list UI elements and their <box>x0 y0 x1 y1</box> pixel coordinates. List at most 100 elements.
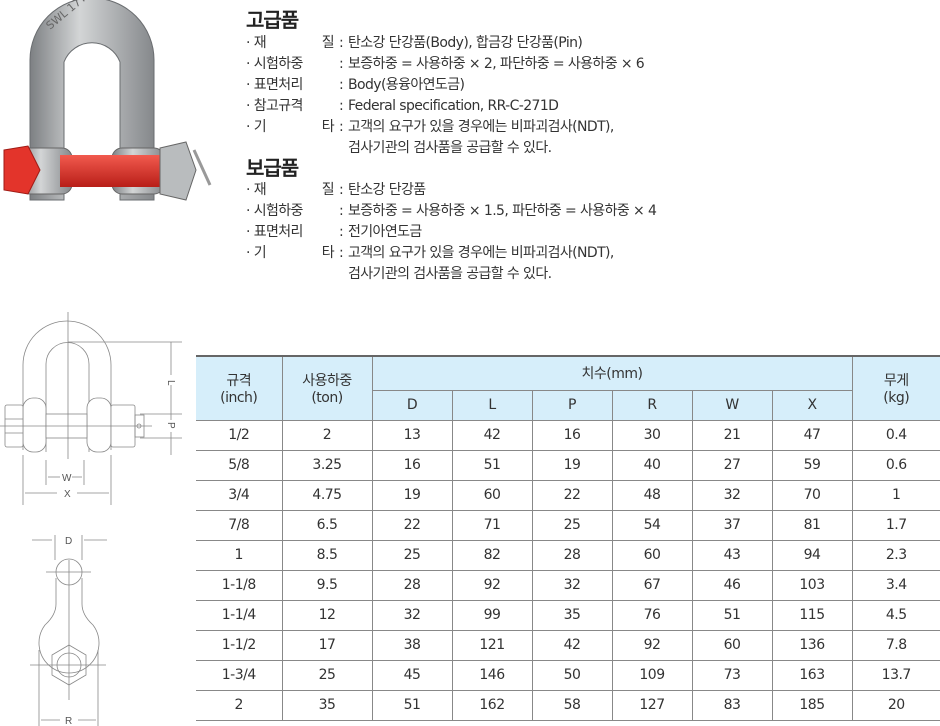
table-cell: 82 <box>451 539 533 571</box>
spec-label: 재 질· 재질 <box>246 35 335 51</box>
table-cell: 13.7 <box>851 659 940 691</box>
table-row: 1-1/8 9.5 28 92 32 67 46 103 3.4 <box>196 569 940 601</box>
table-cell: 0.4 <box>851 419 940 451</box>
table-cell: 51 <box>451 449 533 481</box>
table-cell: 94 <box>771 539 853 571</box>
header-dimensions: 치수(mm) <box>371 355 853 391</box>
table-cell: 27 <box>691 449 773 481</box>
table-cell: 60 <box>611 539 693 571</box>
standard-spec-list: 재 질· 재질:탄소강 단강품· 시험하중:보증하중 = 사용하중 × 1.5,… <box>246 180 657 285</box>
spec-value: 고객의 요구가 있을 경우에는 비파괴검사(NDT), <box>348 245 614 261</box>
table-cell: 0.6 <box>851 449 940 481</box>
table-cell: 59 <box>771 449 853 481</box>
table-cell: 45 <box>371 659 453 691</box>
table-cell: 146 <box>451 659 533 691</box>
dim-label-x: X <box>64 489 71 500</box>
dim-label-d: D <box>65 536 72 547</box>
table-cell: 92 <box>451 569 533 601</box>
table-cell: 43 <box>691 539 773 571</box>
spec-label: · 참고규격 <box>246 98 303 114</box>
table-cell: 109 <box>611 659 693 691</box>
standard-title: 보급품 <box>246 156 299 180</box>
shackle-outer-outline <box>22 320 112 450</box>
spec-item: 기 타· 기타:고객의 요구가 있을 경우에는 비파괴검사(NDT), <box>246 117 644 138</box>
table-cell: 16 <box>371 449 453 481</box>
premium-title: 고급품 <box>246 8 299 32</box>
premium-spec-list: 재 질· 재질:탄소강 단강품(Body), 합금강 단강품(Pin)· 시험하… <box>246 33 645 159</box>
spec-item: 기 타· 기타:고객의 요구가 있을 경우에는 비파괴검사(NDT), <box>246 243 656 264</box>
table-cell: 136 <box>771 629 853 661</box>
table-row: 1-3/4 25 45 146 50 109 73 163 13.7 <box>196 659 940 691</box>
table-cell: 48 <box>611 479 693 511</box>
table-cell: 2 <box>281 419 373 451</box>
table-cell: 35 <box>281 689 373 721</box>
table-cell: 58 <box>531 689 613 721</box>
table-cell: 21 <box>691 419 773 451</box>
header-dim-p: P <box>531 389 613 421</box>
table-cell: 54 <box>611 509 693 541</box>
header-dim-r: R <box>611 389 693 421</box>
spec-label: · 시험하중 <box>246 203 303 219</box>
spec-label: 기 타· 기타 <box>246 119 335 135</box>
spec-label: · 시험하중 <box>246 56 303 72</box>
table-cell: 73 <box>691 659 773 691</box>
table-cell: 60 <box>451 479 533 511</box>
table-cell: 8.5 <box>281 539 373 571</box>
table-cell: 25 <box>531 509 613 541</box>
table-row: 1/2 2 13 42 16 30 21 47 0.4 <box>196 419 940 451</box>
spec-item: · 표면처리: 전기아연도금 <box>246 222 656 243</box>
header-dim-x: X <box>771 389 852 421</box>
table-cell: 1 <box>196 539 283 571</box>
spec-item: · 시험하중: 보증하중 = 사용하중 × 2, 파단하중 = 사용하중 × 6 <box>246 54 645 75</box>
table-cell: 32 <box>531 569 613 601</box>
table-cell: 7.8 <box>851 629 940 661</box>
table-cell: 3.25 <box>281 449 373 481</box>
header-dim-w: W <box>691 389 773 421</box>
table-cell: 99 <box>451 599 533 631</box>
table-cell: 32 <box>371 599 453 631</box>
table-cell: 35 <box>531 599 613 631</box>
table-cell: 38 <box>371 629 453 661</box>
table-cell: 71 <box>451 509 533 541</box>
spec-value: 보증하중 = 사용하중 × 1.5, 파단하중 = 사용하중 × 4 <box>348 203 657 219</box>
table-cell: 6.5 <box>281 509 373 541</box>
table-cell: 13 <box>371 419 453 451</box>
table-cell: 2 <box>196 689 283 721</box>
table-cell: 185 <box>771 689 853 721</box>
spec-value: 전기아연도금 <box>348 224 422 240</box>
spec-value: Federal specification, RR-C-271D <box>348 98 559 114</box>
spec-value: 탄소강 단강품(Body), 합금강 단강품(Pin) <box>348 35 583 51</box>
table-cell: 2.3 <box>851 539 940 571</box>
table-row: 5/8 3.25 16 51 19 40 27 59 0.6 <box>196 449 940 481</box>
table-cell: 30 <box>611 419 693 451</box>
table-row: 7/8 6.5 22 71 25 54 37 81 1.7 <box>196 509 940 541</box>
table-cell: 67 <box>611 569 693 601</box>
table-cell: 47 <box>771 419 853 451</box>
table-cell: 115 <box>771 599 853 631</box>
table-cell: 9.5 <box>281 569 373 601</box>
table-cell: 22 <box>531 479 613 511</box>
dim-label-r: R <box>65 716 72 726</box>
table-cell: 46 <box>691 569 773 601</box>
table-cell: 1-3/4 <box>196 659 283 691</box>
table-cell: 60 <box>691 629 773 661</box>
table-cell: 42 <box>531 629 613 661</box>
table-cell: 4.5 <box>851 599 940 631</box>
table-cell: 19 <box>531 449 613 481</box>
table-cell: 16 <box>531 419 613 451</box>
spec-value: 고객의 요구가 있을 경우에는 비파괴검사(NDT), <box>348 119 614 135</box>
shackle-inner-outline <box>45 342 90 452</box>
table-cell: 121 <box>451 629 533 661</box>
table-cell: 127 <box>611 689 693 721</box>
table-cell: 17 <box>281 629 373 661</box>
shackle-drawing: L P W X D R <box>0 312 182 726</box>
table-cell: 5/8 <box>196 449 283 481</box>
spec-item: · 시험하중: 보증하중 = 사용하중 × 1.5, 파단하중 = 사용하중 × … <box>246 201 657 222</box>
table-cell: 40 <box>611 449 693 481</box>
table-cell: 50 <box>531 659 613 691</box>
table-cell: 163 <box>771 659 853 691</box>
spec-label: 기 타· 기타 <box>246 245 335 261</box>
table-cell: 51 <box>371 689 453 721</box>
table-cell: 37 <box>691 509 773 541</box>
table-cell: 42 <box>451 419 533 451</box>
